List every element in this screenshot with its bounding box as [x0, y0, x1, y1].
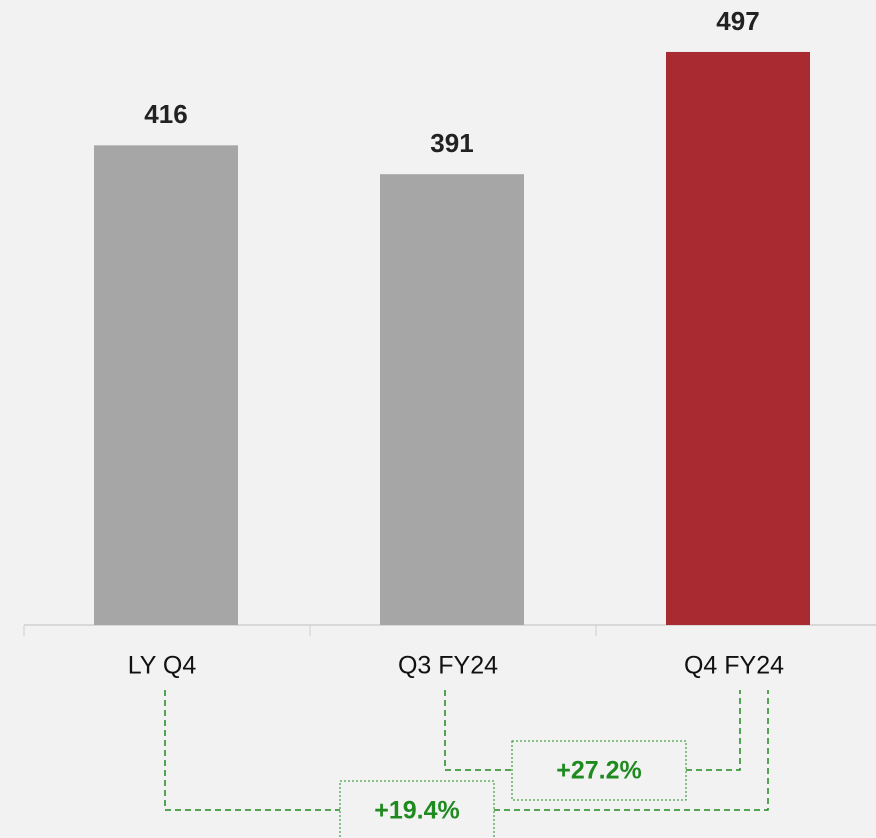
- bar: [94, 145, 238, 626]
- x-tick-label: Q4 FY24: [684, 652, 784, 680]
- annotation: +27.2%: [556, 757, 642, 785]
- annotation-box: [511, 740, 687, 801]
- connector: [444, 690, 741, 771]
- bar: [380, 174, 524, 625]
- data-label: 497: [716, 6, 759, 36]
- x-tick-label: Q3 FY24: [398, 652, 498, 680]
- data-label: 391: [430, 128, 473, 158]
- annotation: +19.4%: [374, 797, 460, 825]
- annotation-box: [339, 780, 495, 838]
- data-label: 416: [144, 99, 187, 129]
- connector: [164, 690, 769, 811]
- x-tick-label: LY Q4: [128, 652, 197, 680]
- bar: [666, 51, 810, 626]
